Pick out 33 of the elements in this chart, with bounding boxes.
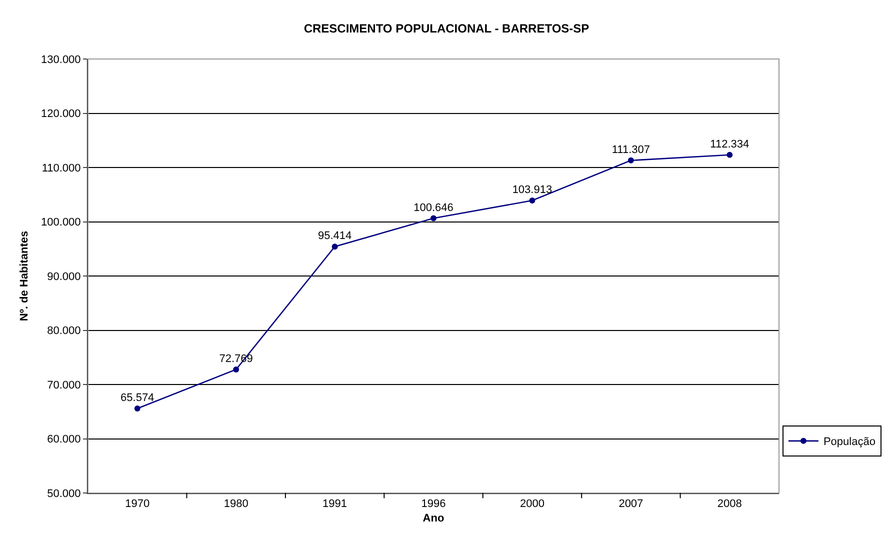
y-tick-label: 50.000: [47, 488, 81, 500]
x-tick-label: 1991: [322, 498, 348, 510]
point: [332, 244, 338, 250]
y-tick-label: 110.000: [42, 162, 81, 174]
y-tick-label: 90.000: [47, 270, 81, 283]
data-label: 111.307: [612, 144, 650, 156]
point: [628, 157, 634, 164]
point: [726, 152, 733, 158]
x-tick-label: 2008: [717, 498, 742, 510]
point: [430, 215, 436, 222]
legend-label: População: [823, 436, 876, 448]
x-axis-title: Ano: [422, 512, 444, 524]
x-tick-label: 1980: [224, 498, 248, 510]
point: [529, 198, 536, 204]
x-tick-label: 1970: [125, 498, 150, 510]
data-label: 112.334: [710, 138, 750, 150]
data-label: 100.646: [414, 202, 454, 214]
y-tick-label: 100.000: [41, 216, 81, 229]
y-tick-label: 80.000: [47, 325, 81, 338]
point: [233, 366, 240, 372]
data-label: 103.913: [512, 184, 552, 196]
point: [134, 406, 140, 412]
data-label: 95.414: [318, 230, 352, 242]
chart-title: CRESCIMENTO POPULACIONAL - BARRETOS-SP: [304, 22, 590, 36]
y-tick-label: 70.000: [47, 379, 81, 392]
x-tick-label: 1996: [421, 498, 446, 510]
x-tick-label: 2007: [618, 498, 644, 510]
data-label: 65.574: [120, 392, 154, 404]
y-tick-label: 130.000: [41, 54, 81, 66]
y-tick-label: 120.000: [41, 108, 81, 120]
y-tick-label: 60.000: [47, 434, 81, 446]
y-axis-title: Nº. de Habitantes: [18, 230, 31, 322]
x-tick-label: 2000: [520, 498, 544, 510]
